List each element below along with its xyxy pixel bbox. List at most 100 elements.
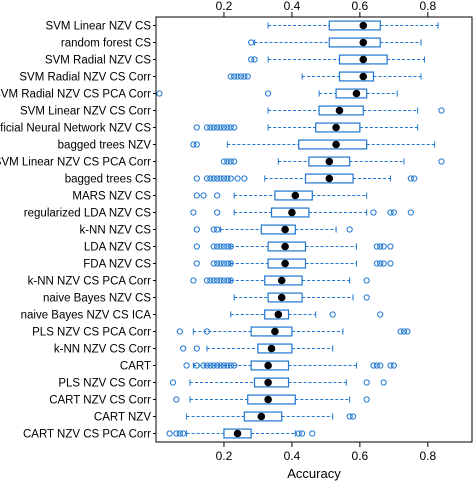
median-dot — [271, 327, 279, 336]
median-dot — [325, 174, 334, 183]
outlier-point — [207, 362, 214, 369]
outlier-point — [407, 209, 414, 216]
iqr-box — [250, 326, 293, 337]
row-label: CART — [120, 361, 151, 373]
outlier-point — [373, 243, 380, 250]
x-tick-label-bottom: 0.2 — [216, 449, 233, 463]
row-label: bagged trees NZV — [58, 140, 152, 152]
outlier-point — [220, 243, 228, 250]
outlier-point — [214, 209, 221, 216]
outlier-point — [220, 175, 228, 182]
outlier-point — [210, 277, 217, 284]
outlier-point — [370, 209, 377, 216]
median-dot — [359, 38, 368, 47]
outlier-point — [217, 260, 224, 267]
outlier-point — [363, 277, 370, 284]
iqr-box — [243, 411, 283, 422]
outlier-point — [207, 124, 214, 131]
outlier-point — [227, 243, 234, 250]
outlier-point — [217, 175, 224, 182]
outlier-point — [227, 124, 234, 131]
row-label: LDA NZV CS — [84, 242, 151, 254]
outlier-point — [220, 158, 228, 165]
outlier-point — [180, 430, 187, 437]
median-dot — [359, 55, 368, 64]
iqr-box — [257, 343, 293, 354]
outlier-point — [248, 56, 255, 63]
x-tick-label-top: 0.2 — [216, 0, 233, 13]
outlier-point — [404, 328, 411, 335]
outlier-point — [329, 311, 336, 318]
row-label: PLS NZV CS PCA Corr — [32, 327, 151, 339]
row-label: regularized LDA NZV CS — [24, 208, 152, 220]
outlier-point — [224, 158, 231, 165]
outlier-point — [241, 73, 248, 80]
iqr-box — [328, 37, 381, 48]
outlier-point — [224, 362, 231, 369]
median-dot — [281, 259, 289, 268]
row-label: CART NZV — [94, 412, 151, 424]
outlier-point — [438, 158, 445, 165]
median-dot — [352, 89, 361, 98]
outlier-point — [169, 379, 177, 386]
outlier-point — [387, 243, 394, 250]
median-dot — [291, 191, 300, 200]
row-label: SVM Linear NZV CS — [46, 21, 152, 33]
x-tick-label-bottom: 0.6 — [352, 449, 369, 463]
iqr-box — [338, 54, 388, 65]
outlier-point — [237, 73, 245, 80]
iqr-box — [335, 88, 368, 99]
row-label: naive Bayes NZV CS ICA — [21, 310, 152, 322]
x-axis-title: Accuracy — [287, 466, 341, 481]
outlier-point — [214, 362, 221, 369]
outlier-point — [363, 396, 370, 403]
outlier-point — [227, 260, 234, 267]
outlier-point — [387, 209, 394, 216]
outlier-point — [309, 430, 316, 437]
outlier-point — [210, 226, 217, 233]
outlier-point — [217, 362, 224, 369]
outlier-point — [390, 362, 397, 369]
outlier-point — [227, 175, 234, 182]
outlier-point — [411, 175, 418, 182]
row-label: MARS NZV CS — [72, 191, 151, 203]
row-label: naive Bayes NZV CS — [43, 293, 151, 305]
outlier-point — [370, 362, 377, 369]
median-dot — [264, 361, 272, 370]
outlier-point — [203, 175, 211, 182]
outlier-point — [190, 141, 197, 148]
outlier-point — [193, 345, 200, 352]
median-dot — [257, 412, 266, 421]
outlier-point — [387, 260, 394, 267]
outlier-point — [227, 73, 234, 80]
median-dot — [264, 395, 272, 404]
row-label: SVM Radial NZV CS — [45, 55, 151, 67]
outlier-point — [231, 362, 238, 369]
outlier-point — [210, 175, 217, 182]
outlier-point — [190, 277, 197, 284]
outlier-point — [397, 328, 404, 335]
iqr-box — [250, 360, 290, 371]
outlier-point — [227, 362, 234, 369]
outlier-point — [346, 226, 353, 233]
x-tick-label-top: 0.8 — [419, 0, 436, 13]
outlier-point — [214, 243, 221, 250]
iqr-box — [264, 275, 303, 286]
outlier-point — [363, 294, 370, 301]
median-dot — [332, 123, 340, 132]
iqr-box — [338, 71, 375, 82]
row-label: SVM Linear NZV CS Corr — [20, 106, 151, 118]
iqr-box — [247, 394, 296, 405]
outlier-point — [210, 124, 217, 131]
outlier-point — [173, 430, 180, 437]
outlier-point — [244, 73, 251, 80]
outlier-point — [438, 107, 445, 114]
iqr-box — [267, 292, 303, 303]
outlier-point — [400, 328, 408, 335]
row-label: CART NZV CS Corr — [49, 395, 151, 407]
outlier-point — [251, 56, 258, 63]
iqr-box — [298, 139, 368, 150]
x-tick-label-bottom: 0.8 — [419, 449, 436, 463]
iqr-box — [328, 20, 381, 31]
row-label: FDA NZV CS — [83, 259, 151, 271]
